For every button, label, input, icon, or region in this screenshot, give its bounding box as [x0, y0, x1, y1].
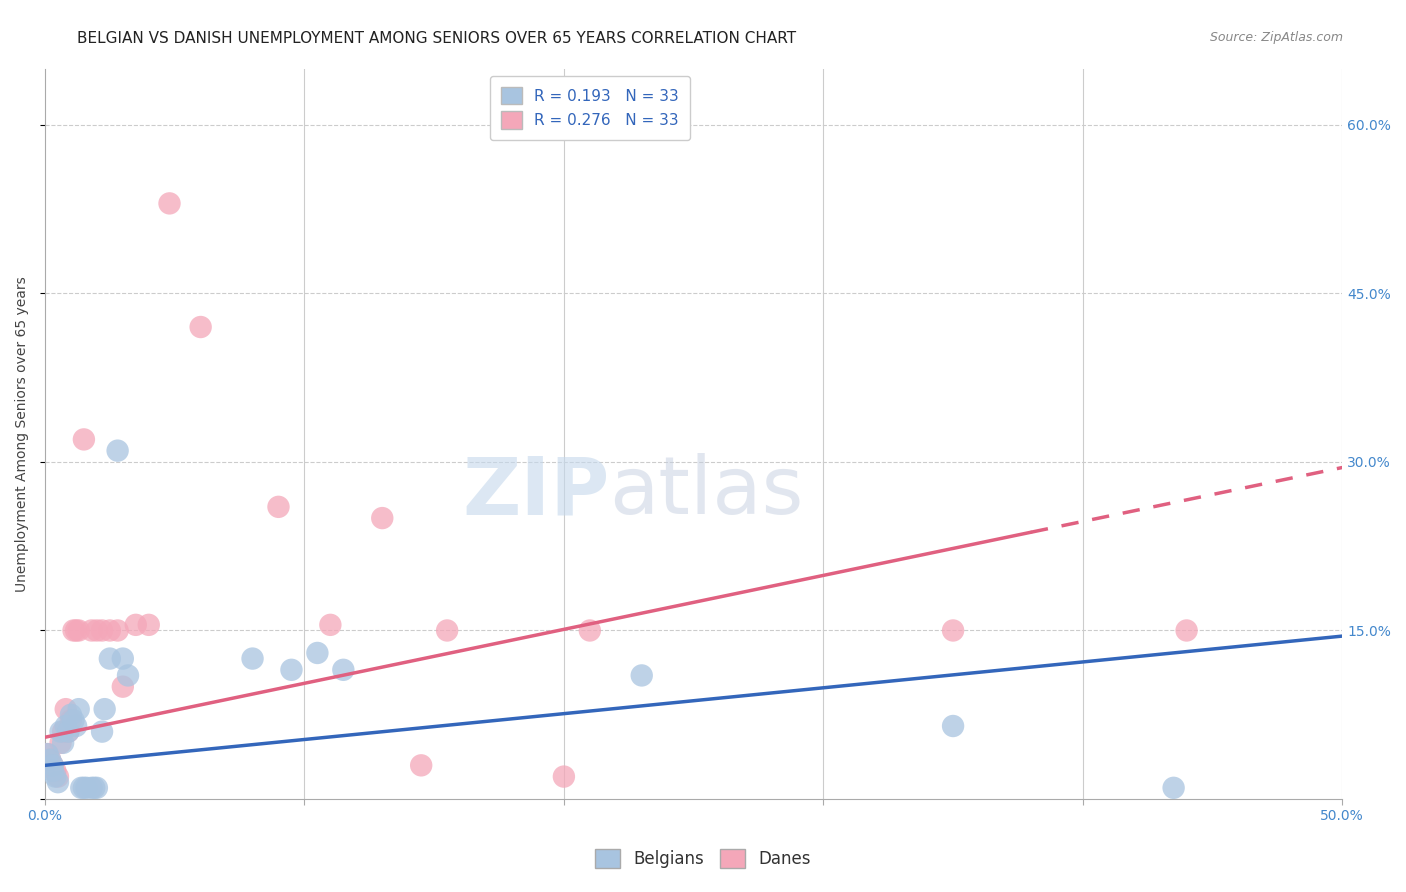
Text: Source: ZipAtlas.com: Source: ZipAtlas.com — [1209, 31, 1343, 45]
Point — [138, 618, 160, 632]
Point — [86, 780, 108, 795]
Point — [190, 320, 212, 334]
Point — [67, 624, 90, 638]
Point — [1163, 780, 1185, 795]
Point — [86, 624, 108, 638]
Point — [107, 624, 129, 638]
Point — [73, 780, 96, 795]
Point — [62, 714, 84, 728]
Point — [73, 433, 96, 447]
Point — [39, 753, 62, 767]
Point — [44, 764, 66, 778]
Point — [80, 624, 103, 638]
Point — [91, 624, 114, 638]
Point — [55, 719, 77, 733]
Point — [111, 651, 134, 665]
Point — [62, 624, 84, 638]
Point — [371, 511, 394, 525]
Point — [80, 780, 103, 795]
Point — [58, 724, 80, 739]
Point — [579, 624, 602, 638]
Point — [553, 770, 575, 784]
Point — [98, 624, 121, 638]
Point — [942, 624, 965, 638]
Point — [630, 668, 652, 682]
Point — [52, 736, 75, 750]
Point — [125, 618, 148, 632]
Point — [58, 724, 80, 739]
Point — [37, 747, 59, 761]
Point — [107, 443, 129, 458]
Text: BELGIAN VS DANISH UNEMPLOYMENT AMONG SENIORS OVER 65 YEARS CORRELATION CHART: BELGIAN VS DANISH UNEMPLOYMENT AMONG SEN… — [77, 31, 796, 46]
Point — [307, 646, 329, 660]
Text: atlas: atlas — [609, 453, 804, 532]
Point — [49, 736, 72, 750]
Point — [39, 753, 62, 767]
Point — [42, 758, 65, 772]
Legend: Belgians, Danes: Belgians, Danes — [588, 842, 818, 875]
Legend: R = 0.193   N = 33, R = 0.276   N = 33: R = 0.193 N = 33, R = 0.276 N = 33 — [489, 76, 690, 140]
Point — [46, 770, 69, 784]
Point — [111, 680, 134, 694]
Point — [42, 758, 65, 772]
Point — [46, 775, 69, 789]
Point — [65, 624, 87, 638]
Point — [59, 714, 82, 728]
Point — [242, 651, 264, 665]
Point — [83, 780, 105, 795]
Point — [267, 500, 290, 514]
Point — [159, 196, 181, 211]
Point — [436, 624, 458, 638]
Point — [55, 702, 77, 716]
Point — [93, 702, 115, 716]
Point — [52, 724, 75, 739]
Point — [37, 747, 59, 761]
Point — [76, 780, 98, 795]
Point — [280, 663, 302, 677]
Point — [42, 764, 65, 778]
Y-axis label: Unemployment Among Seniors over 65 years: Unemployment Among Seniors over 65 years — [15, 276, 30, 591]
Point — [44, 770, 66, 784]
Text: ZIP: ZIP — [463, 453, 609, 532]
Point — [49, 724, 72, 739]
Point — [91, 724, 114, 739]
Point — [332, 663, 354, 677]
Point — [67, 702, 90, 716]
Point — [942, 719, 965, 733]
Point — [117, 668, 139, 682]
Point — [59, 707, 82, 722]
Point — [70, 780, 93, 795]
Point — [411, 758, 433, 772]
Point — [1175, 624, 1198, 638]
Point — [98, 651, 121, 665]
Point — [319, 618, 342, 632]
Point — [65, 719, 87, 733]
